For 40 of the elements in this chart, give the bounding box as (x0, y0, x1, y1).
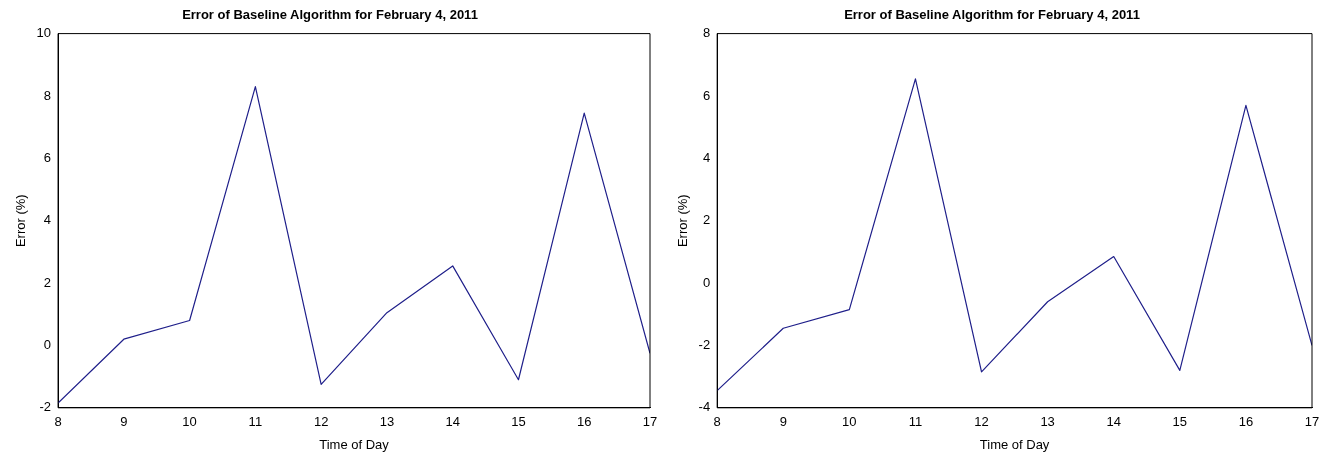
y-tick-label: -4 (698, 399, 711, 415)
x-tick-label: 13 (1040, 414, 1055, 430)
x-axis-title: Time of Day (319, 436, 390, 452)
y-tick-label: 2 (43, 274, 52, 290)
y-tick-label: 2 (702, 212, 711, 228)
x-tick-label: 9 (120, 414, 128, 430)
chart-title: Error of Baseline Algorithm for February 4, 2011 (844, 7, 1140, 23)
y-tick-label: 6 (702, 87, 711, 103)
y-tick-label: 4 (702, 149, 711, 165)
x-tick-label: 14 (445, 414, 460, 430)
x-axis-title: Time of Day (979, 436, 1050, 452)
x-tick-label: 8 (713, 414, 721, 430)
y-tick-label: 8 (43, 87, 52, 103)
x-tick-label: 12 (974, 414, 989, 430)
y-axis-title: Error (%) (675, 194, 691, 248)
y-tick-label: 10 (36, 25, 52, 41)
x-tick-label: 15 (1172, 414, 1188, 430)
x-tick-label: 9 (779, 414, 787, 430)
x-tick-label: 14 (1106, 414, 1121, 430)
y-tick-label: 4 (43, 212, 52, 228)
y-tick-label: 6 (43, 149, 52, 165)
x-tick-label: 17 (1304, 414, 1320, 430)
x-tick-label: 11 (908, 414, 923, 430)
x-tick-label: 17 (642, 414, 658, 430)
x-tick-label: 15 (511, 414, 526, 430)
x-tick-label: 10 (182, 414, 197, 430)
y-tick-label: 8 (702, 25, 711, 41)
y-tick-label: 0 (702, 274, 711, 290)
x-tick-label: 16 (1238, 414, 1254, 430)
x-tick-label: 8 (54, 414, 62, 430)
y-axis-title: Error (%) (13, 194, 29, 248)
y-tick-label: -2 (39, 399, 52, 415)
chart-title: Error of Baseline Algorithm for February 4, 2011 (182, 7, 478, 23)
x-tick-label: 11 (248, 414, 263, 430)
x-tick-label: 12 (313, 414, 329, 430)
y-tick-label: 0 (43, 337, 52, 353)
x-tick-label: 10 (842, 414, 857, 430)
y-tick-label: -2 (698, 337, 711, 353)
x-tick-label: 13 (379, 414, 395, 430)
x-tick-label: 16 (576, 414, 592, 430)
